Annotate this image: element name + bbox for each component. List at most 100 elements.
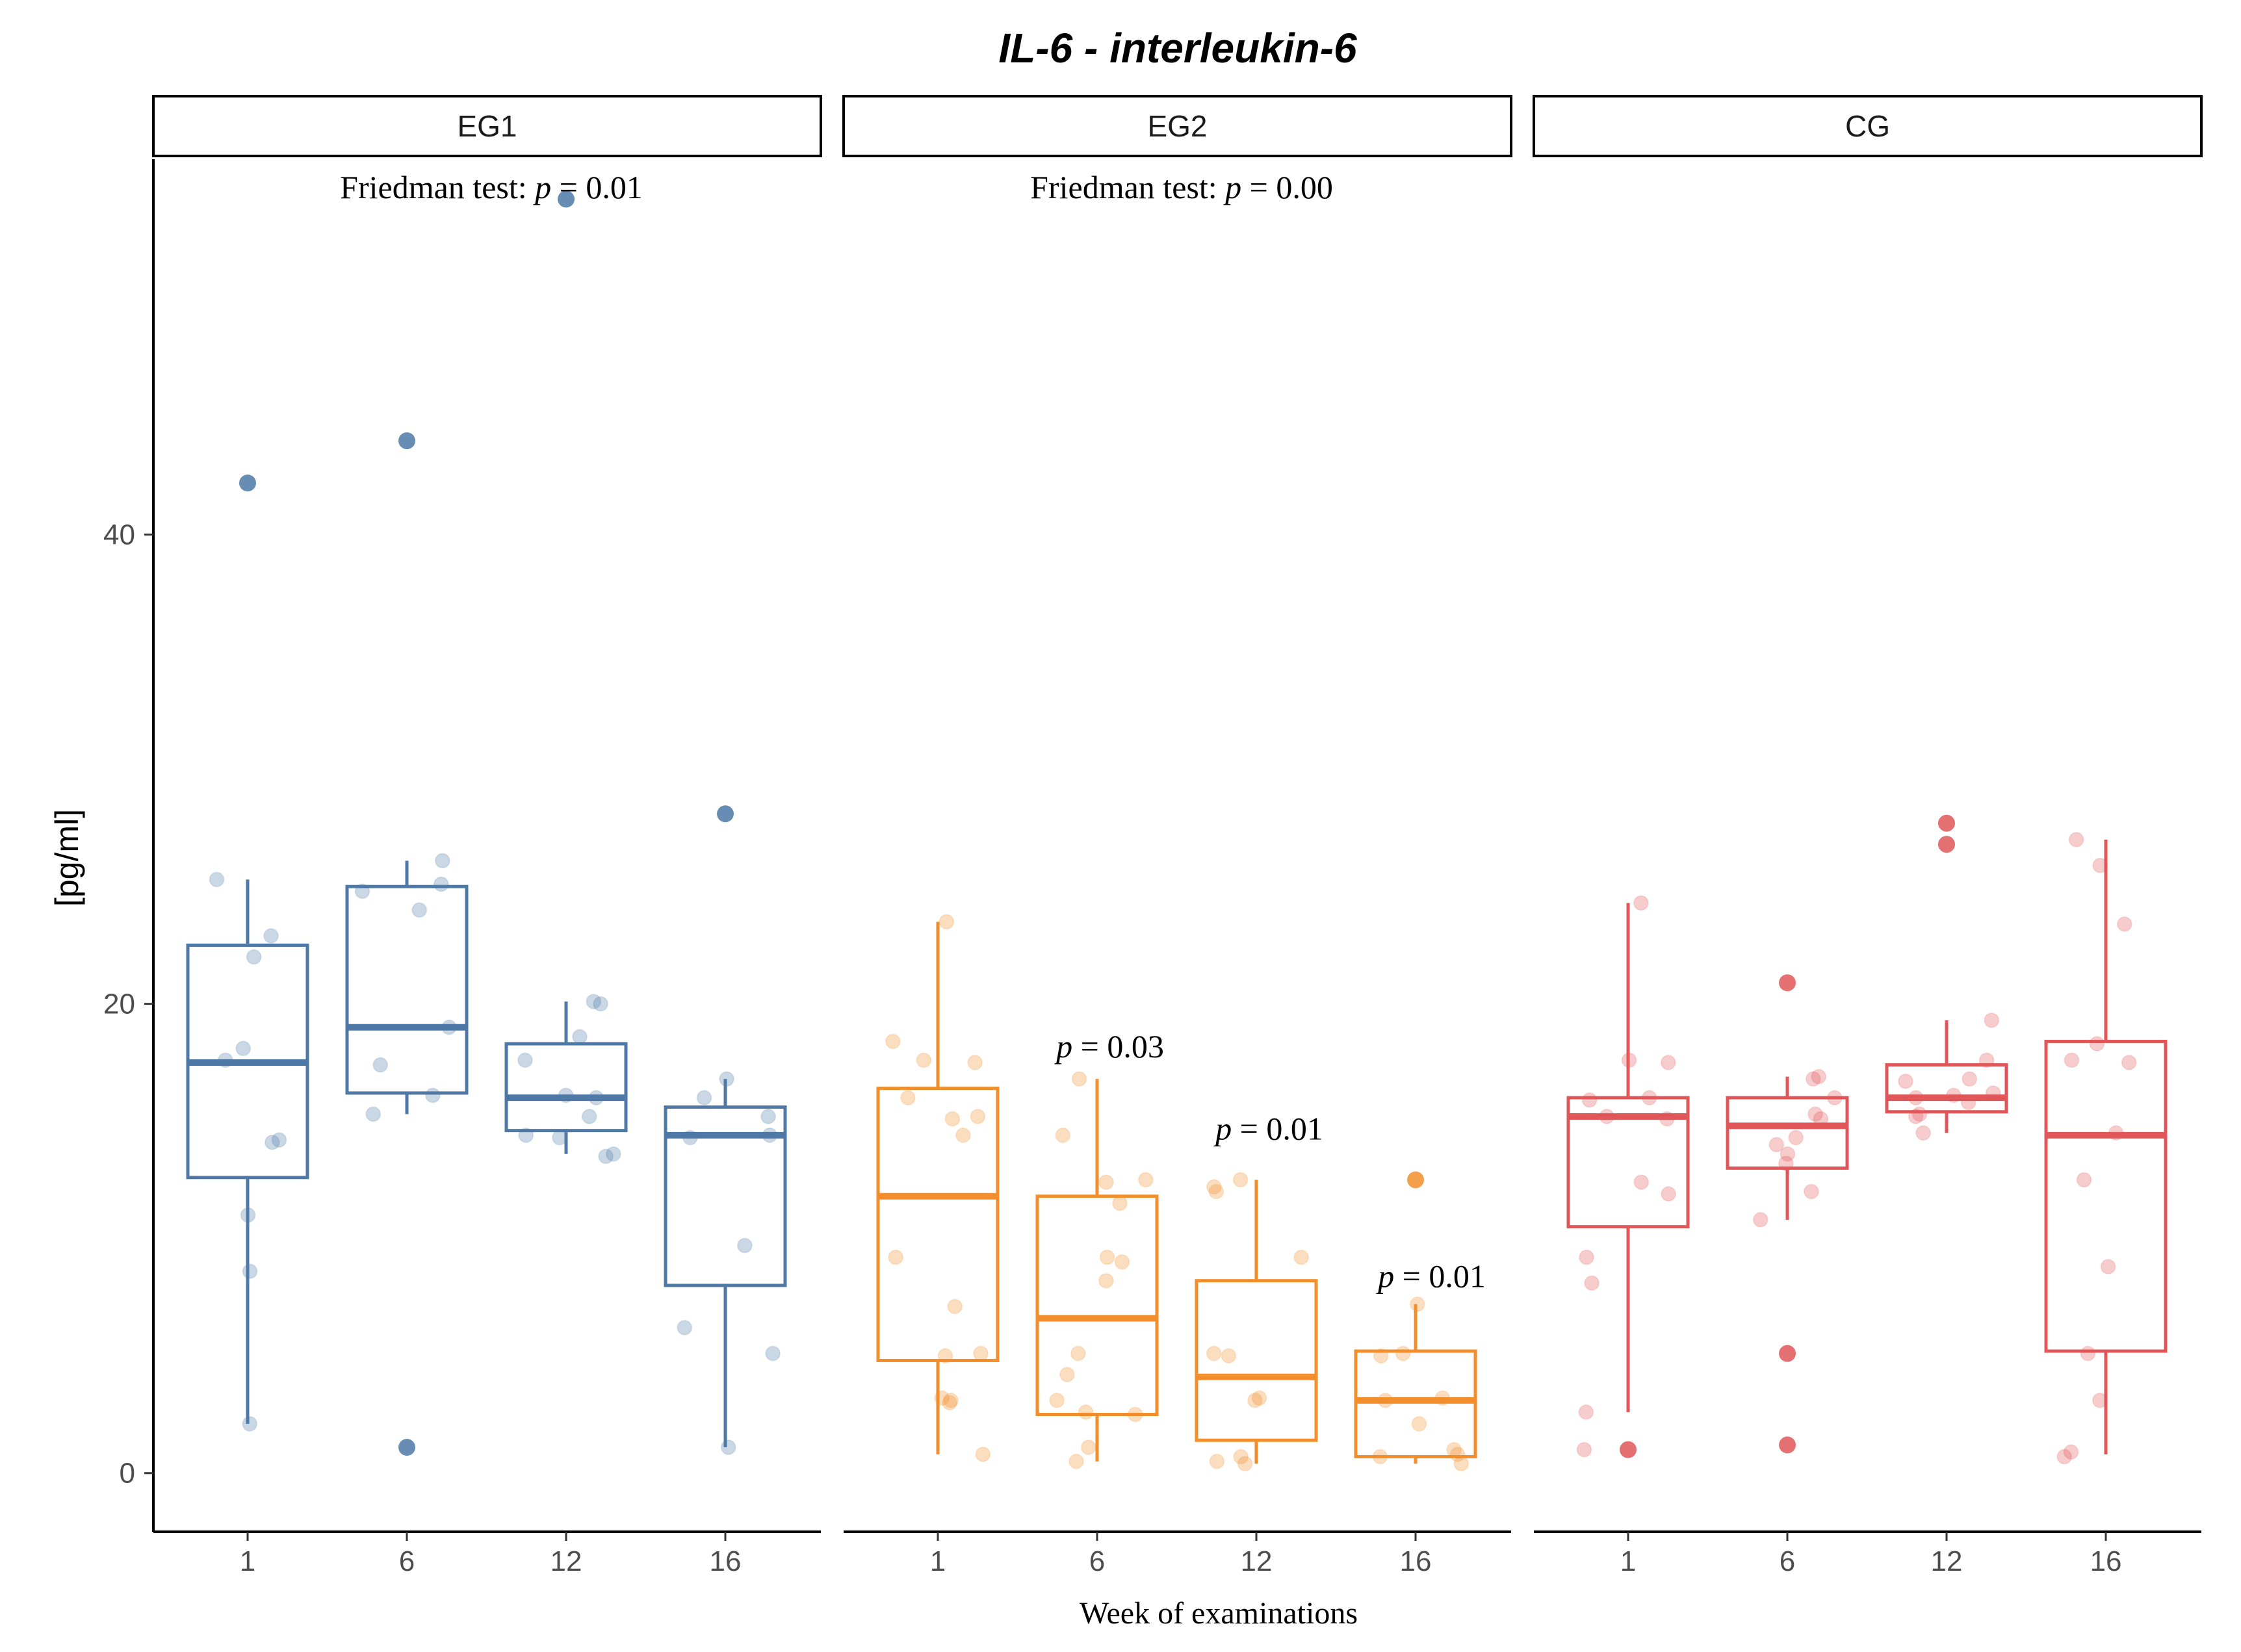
x-tick-label: 1 — [1620, 1545, 1636, 1577]
box-week-16 — [664, 1079, 787, 1448]
data-point — [586, 994, 602, 1010]
data-point — [1111, 1195, 1128, 1211]
data-point — [1059, 1367, 1075, 1383]
data-point — [942, 1395, 958, 1411]
x-tick-label: 6 — [1089, 1545, 1105, 1577]
data-point — [885, 1033, 901, 1050]
data-point — [1208, 1183, 1224, 1200]
pairwise-p-label: p = 0.01 — [1213, 1110, 1323, 1146]
data-point — [1237, 1456, 1253, 1472]
data-point — [2063, 1444, 2079, 1460]
data-point — [271, 1132, 287, 1148]
data-point — [434, 853, 450, 869]
data-point — [1069, 1453, 1085, 1469]
data-point — [1660, 1054, 1676, 1070]
data-point — [760, 1108, 777, 1124]
data-point — [2121, 1054, 2137, 1070]
facet-strip-label: EG1 — [457, 109, 517, 143]
chart-title: IL-6 - interleukin-6 — [998, 25, 1357, 71]
data-point — [916, 1052, 932, 1068]
data-point — [1209, 1453, 1225, 1469]
data-point — [433, 876, 449, 892]
outlier-point — [398, 1439, 415, 1456]
data-point — [888, 1249, 904, 1265]
facet-strip — [1533, 95, 2203, 157]
data-point — [1232, 1172, 1249, 1188]
data-point — [598, 1148, 614, 1165]
data-point — [765, 1345, 781, 1362]
data-point — [1099, 1249, 1115, 1265]
data-point — [975, 1446, 991, 1462]
data-point — [1137, 1172, 1154, 1188]
data-point — [1962, 1071, 1978, 1087]
data-point — [1453, 1456, 1470, 1472]
y-tick-label: 40 — [103, 519, 135, 551]
facet-strip-label: EG2 — [1147, 109, 1207, 143]
data-point — [1811, 1068, 1827, 1085]
x-axis-label: Week of examinations — [1080, 1596, 1358, 1631]
data-point — [1247, 1392, 1263, 1408]
data-point — [1078, 1404, 1094, 1420]
facet-strip — [842, 95, 1512, 157]
data-point — [1780, 1146, 1796, 1162]
friedman-test-label: Friedman test: p = 0.01 — [340, 169, 643, 205]
data-point — [1579, 1249, 1595, 1265]
iqr-box — [1354, 1349, 1477, 1458]
data-point — [1409, 1296, 1425, 1312]
outlier-point — [1779, 1436, 1796, 1454]
box-week-1 — [1566, 903, 1690, 1412]
data-point — [581, 1108, 597, 1124]
data-point — [967, 1054, 983, 1070]
data-point — [1915, 1125, 1932, 1141]
data-point — [2089, 1036, 2105, 1052]
x-tick-label: 12 — [551, 1545, 582, 1577]
data-point — [263, 927, 279, 944]
box-week-6 — [345, 860, 469, 1115]
data-point — [242, 1415, 258, 1432]
data-point — [1897, 1073, 1913, 1089]
facet-strip — [152, 95, 822, 157]
iqr-box — [664, 1105, 787, 1287]
data-point — [1752, 1211, 1768, 1228]
data-point — [1805, 1071, 1821, 1087]
data-point — [2064, 1052, 2080, 1068]
data-point — [944, 1111, 961, 1127]
data-point — [736, 1237, 753, 1254]
data-point — [1395, 1345, 1411, 1362]
x-tick-label: 1 — [930, 1545, 946, 1577]
facet-strip-label: CG — [1845, 109, 1890, 143]
box-week-16 — [1354, 1304, 1477, 1464]
data-point — [1114, 1254, 1130, 1270]
data-point — [1071, 1071, 1087, 1087]
data-point — [677, 1319, 693, 1336]
data-point — [2100, 1259, 2116, 1275]
box-week-12 — [1195, 1180, 1318, 1464]
data-point — [1098, 1174, 1114, 1191]
x-tick-label: 16 — [710, 1545, 742, 1577]
data-point — [696, 1090, 712, 1106]
data-point — [2076, 1172, 2092, 1188]
iqr-box — [1885, 1063, 2008, 1114]
iqr-box — [504, 1042, 628, 1133]
data-point — [571, 1029, 588, 1045]
data-point — [1984, 1012, 2000, 1028]
outlier-point — [1779, 974, 1796, 992]
x-tick-label: 12 — [1931, 1545, 1963, 1577]
x-tick-label: 16 — [2090, 1545, 2122, 1577]
x-tick-label: 6 — [399, 1545, 415, 1577]
iqr-box — [1195, 1279, 1318, 1442]
data-point — [1233, 1449, 1249, 1465]
data-point — [1584, 1275, 1600, 1291]
data-point — [970, 1108, 986, 1124]
box-week-1 — [186, 879, 309, 1424]
data-point — [1581, 1092, 1598, 1108]
data-point — [1578, 1404, 1594, 1420]
outlier-point — [558, 190, 575, 208]
outlier-point — [239, 474, 256, 492]
data-point — [1293, 1249, 1310, 1265]
data-point — [1411, 1415, 1427, 1432]
data-point — [235, 1040, 252, 1057]
box-week-6 — [1035, 1079, 1159, 1462]
